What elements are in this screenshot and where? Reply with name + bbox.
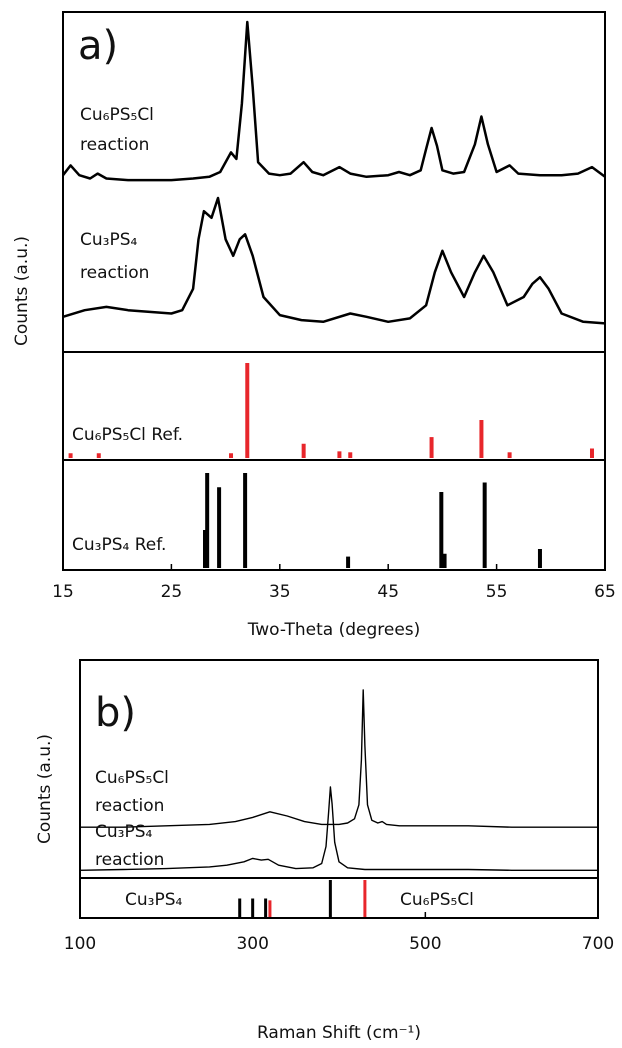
reference-label: Cu₃PS₄ bbox=[125, 890, 183, 910]
reference-stick bbox=[348, 452, 353, 458]
reference-stick bbox=[245, 363, 250, 458]
reference-stick bbox=[301, 443, 306, 458]
spectrum-line bbox=[62, 196, 606, 325]
reference-stick bbox=[442, 553, 447, 568]
reference-stick bbox=[346, 556, 351, 568]
series-label: Cu₆PS₅Cl bbox=[95, 768, 169, 788]
y-axis-title: Counts (a.u.) bbox=[35, 734, 55, 844]
series-label: Cu₆PS₅Cl bbox=[80, 105, 154, 125]
reference-stick bbox=[217, 487, 222, 568]
x-tick-label: 300 bbox=[236, 934, 268, 954]
series-label: reaction bbox=[95, 850, 164, 870]
series-label: Cu₃PS₄ bbox=[80, 230, 138, 250]
spectrum-line bbox=[62, 20, 606, 182]
reference-stick bbox=[507, 452, 512, 458]
spectrum-line bbox=[79, 786, 598, 871]
x-tick-label: 500 bbox=[409, 934, 441, 954]
reference-stick bbox=[439, 492, 444, 568]
reference-stick bbox=[363, 880, 367, 917]
reference-stick bbox=[251, 898, 255, 917]
x-tick-label: 55 bbox=[486, 582, 508, 602]
x-tick-label: 45 bbox=[377, 582, 399, 602]
reference-stick bbox=[429, 437, 434, 458]
x-tick-label: 65 bbox=[594, 582, 616, 602]
panel-label: a) bbox=[78, 23, 118, 69]
reference-stick bbox=[243, 473, 248, 568]
plot-frame bbox=[62, 11, 606, 571]
reference-stick bbox=[264, 898, 268, 917]
series-label: reaction bbox=[95, 796, 164, 816]
x-tick-label: 25 bbox=[161, 582, 183, 602]
reference-stick bbox=[238, 898, 242, 917]
plot-frame bbox=[79, 659, 599, 919]
reference-label: Cu₆PS₅Cl bbox=[400, 890, 474, 910]
x-tick-label: 700 bbox=[582, 934, 614, 954]
x-axis-title: Raman Shift (cm⁻¹) bbox=[257, 1023, 421, 1043]
series-label: reaction bbox=[80, 263, 149, 283]
reference-stick bbox=[68, 453, 73, 458]
x-tick-label: 100 bbox=[64, 934, 96, 954]
x-axis-title: Two-Theta (degrees) bbox=[247, 620, 421, 640]
reference-stick bbox=[589, 448, 594, 458]
reference-stick bbox=[482, 482, 487, 568]
reference-stick bbox=[268, 900, 272, 917]
reference-stick bbox=[229, 453, 234, 458]
reference-stick bbox=[479, 420, 484, 458]
reference-stick bbox=[537, 549, 542, 568]
reference-stick bbox=[328, 880, 332, 917]
reference-stick bbox=[337, 451, 342, 458]
y-axis-title: Counts (a.u.) bbox=[12, 236, 32, 346]
series-label: Cu₃PS₄ bbox=[95, 822, 153, 842]
reference-stick bbox=[96, 453, 101, 458]
x-tick-label: 15 bbox=[52, 582, 74, 602]
reference-label: Cu₃PS₄ Ref. bbox=[72, 535, 166, 555]
x-tick-label: 35 bbox=[269, 582, 291, 602]
series-label: reaction bbox=[80, 135, 149, 155]
spectrum-line bbox=[80, 689, 598, 828]
reference-stick bbox=[205, 473, 210, 568]
reference-label: Cu₆PS₅Cl Ref. bbox=[72, 425, 183, 445]
panel-label: b) bbox=[95, 690, 136, 736]
reference-stick bbox=[203, 530, 208, 568]
